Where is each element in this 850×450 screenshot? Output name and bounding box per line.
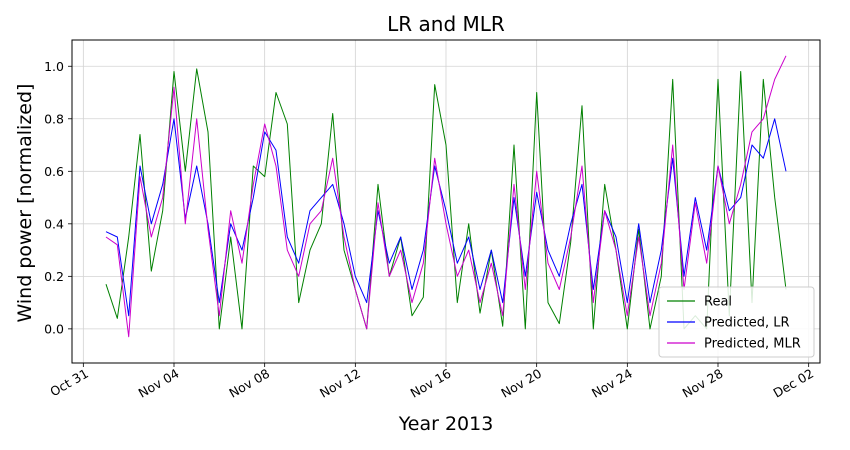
legend-label: Predicted, MLR xyxy=(704,337,801,352)
legend: Real Predicted, LR Predicted, MLR xyxy=(658,286,815,358)
y-tick-label: 1.0 xyxy=(44,59,64,74)
legend-label: Real xyxy=(704,295,732,310)
series-line-1 xyxy=(105,68,787,330)
series-layer xyxy=(105,55,787,338)
y-axis-label: Wind power [normalized] xyxy=(14,84,36,323)
legend-label: Predicted, LR xyxy=(704,316,790,331)
x-tick-label: Nov 20 xyxy=(498,366,544,401)
x-tick-label: Nov 04 xyxy=(136,366,182,401)
y-tick-label: 0.6 xyxy=(44,164,64,179)
y-tick-label: 0.2 xyxy=(44,269,64,284)
x-tick-label: Nov 08 xyxy=(226,366,272,401)
y-tick-label: 0.4 xyxy=(44,216,64,231)
x-tick-label: Dec 02 xyxy=(770,366,816,401)
x-tick-label: Nov 16 xyxy=(408,366,454,401)
x-tick-label: Nov 12 xyxy=(317,366,363,401)
x-tick-label: Oct 31 xyxy=(47,366,90,400)
y-tick-label: 0.8 xyxy=(44,111,64,126)
x-tick-label: Nov 24 xyxy=(589,366,635,401)
x-axis-label: Year 2013 xyxy=(398,413,494,435)
chart-title: LR and MLR xyxy=(387,12,505,36)
x-axis: Oct 31 Nov 04 Nov 08 Nov 12 Nov 16 Nov 20 Nov … xyxy=(47,363,816,401)
series-line-2 xyxy=(105,118,787,317)
series-line-3 xyxy=(105,55,787,338)
y-axis: 0.0 0.2 0.4 0.6 0.8 1.0 xyxy=(44,59,72,336)
y-tick-label: 0.0 xyxy=(44,321,64,336)
x-tick-label: Nov 28 xyxy=(680,366,726,401)
legend-box xyxy=(658,286,815,358)
